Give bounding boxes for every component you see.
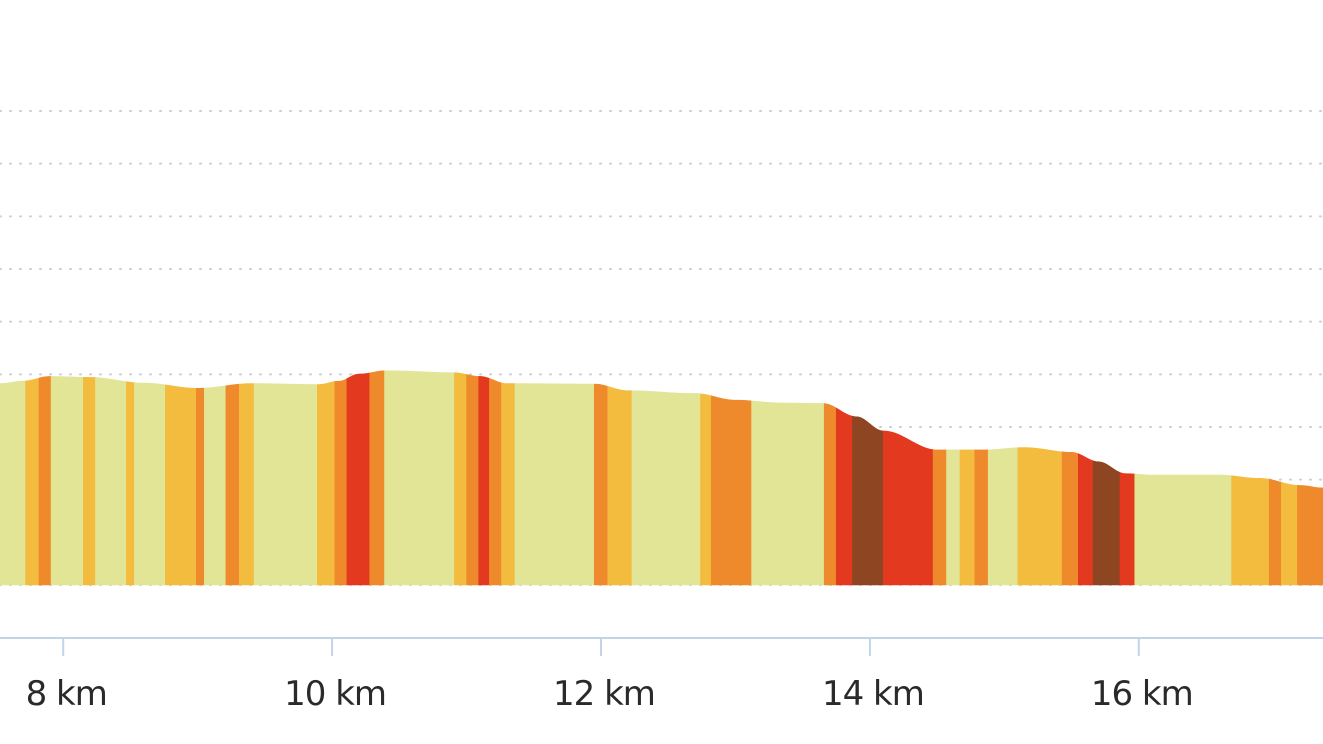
x-axis: 8 km 10 km 12 km 14 km 16 km bbox=[0, 637, 1323, 714]
grade-band-very-steep bbox=[1092, 460, 1121, 586]
grade-band-steep bbox=[346, 372, 371, 586]
x-tick-label: 8 km bbox=[26, 674, 107, 714]
x-tick-label: 14 km bbox=[822, 674, 924, 714]
grade-band-gentle bbox=[1231, 475, 1270, 586]
grade-band-gentle bbox=[959, 449, 976, 586]
grade-band-gentle bbox=[317, 381, 336, 586]
grade-band-gentle bbox=[1017, 447, 1063, 586]
grade-band-flat bbox=[0, 380, 26, 586]
grade-band-moderate bbox=[1268, 478, 1282, 586]
grade-band-steep bbox=[478, 376, 490, 586]
grade-band-gentle bbox=[83, 377, 96, 586]
grade-band-gentle bbox=[1281, 481, 1298, 586]
grade-band-flat bbox=[946, 449, 961, 586]
grade-band-moderate bbox=[334, 378, 348, 586]
grade-band-flat bbox=[204, 385, 227, 586]
grade-band-flat bbox=[134, 382, 166, 586]
grade-band-gentle bbox=[126, 381, 135, 586]
grade-band-moderate bbox=[932, 449, 947, 586]
grade-band-moderate bbox=[369, 370, 385, 586]
grade-band-moderate bbox=[1297, 485, 1323, 586]
grade-band-flat bbox=[95, 377, 127, 586]
grade-band-gentle bbox=[239, 383, 255, 586]
grade-band-flat bbox=[253, 383, 318, 586]
grade-band-flat bbox=[751, 400, 825, 586]
grade-bands bbox=[0, 370, 1323, 586]
grade-band-gentle bbox=[454, 372, 467, 586]
grade-band-flat bbox=[514, 383, 595, 586]
grade-band-flat bbox=[631, 390, 701, 586]
grade-band-moderate bbox=[593, 383, 609, 586]
grade-band-gentle bbox=[607, 385, 633, 586]
grade-band-gentle bbox=[165, 384, 197, 586]
grade-band-moderate bbox=[710, 395, 752, 586]
grade-band-steep bbox=[835, 407, 853, 586]
grade-band-moderate bbox=[1061, 451, 1079, 586]
grade-band-moderate bbox=[489, 377, 502, 586]
grade-band-moderate bbox=[225, 383, 240, 586]
x-tick-label: 12 km bbox=[553, 674, 655, 714]
grade-band-flat bbox=[384, 370, 455, 586]
grade-band-very-steep bbox=[852, 415, 884, 586]
grade-band-moderate bbox=[196, 387, 205, 586]
grade-band-moderate bbox=[974, 449, 989, 586]
grade-band-flat bbox=[50, 376, 84, 586]
x-tick-label: 10 km bbox=[284, 674, 386, 714]
grade-band-moderate bbox=[38, 376, 52, 586]
grade-band-moderate bbox=[466, 374, 479, 586]
grade-band-steep bbox=[1119, 472, 1136, 586]
x-tick-label: 16 km bbox=[1091, 674, 1193, 714]
grade-band-gentle bbox=[25, 377, 40, 586]
grade-band-steep bbox=[883, 430, 934, 586]
grade-band-gentle bbox=[700, 393, 712, 586]
grade-band-flat bbox=[1134, 473, 1232, 586]
grade-band-steep bbox=[1078, 453, 1094, 586]
grade-band-moderate bbox=[823, 403, 837, 586]
grade-band-flat bbox=[987, 447, 1019, 586]
grade-band-gentle bbox=[501, 382, 516, 586]
